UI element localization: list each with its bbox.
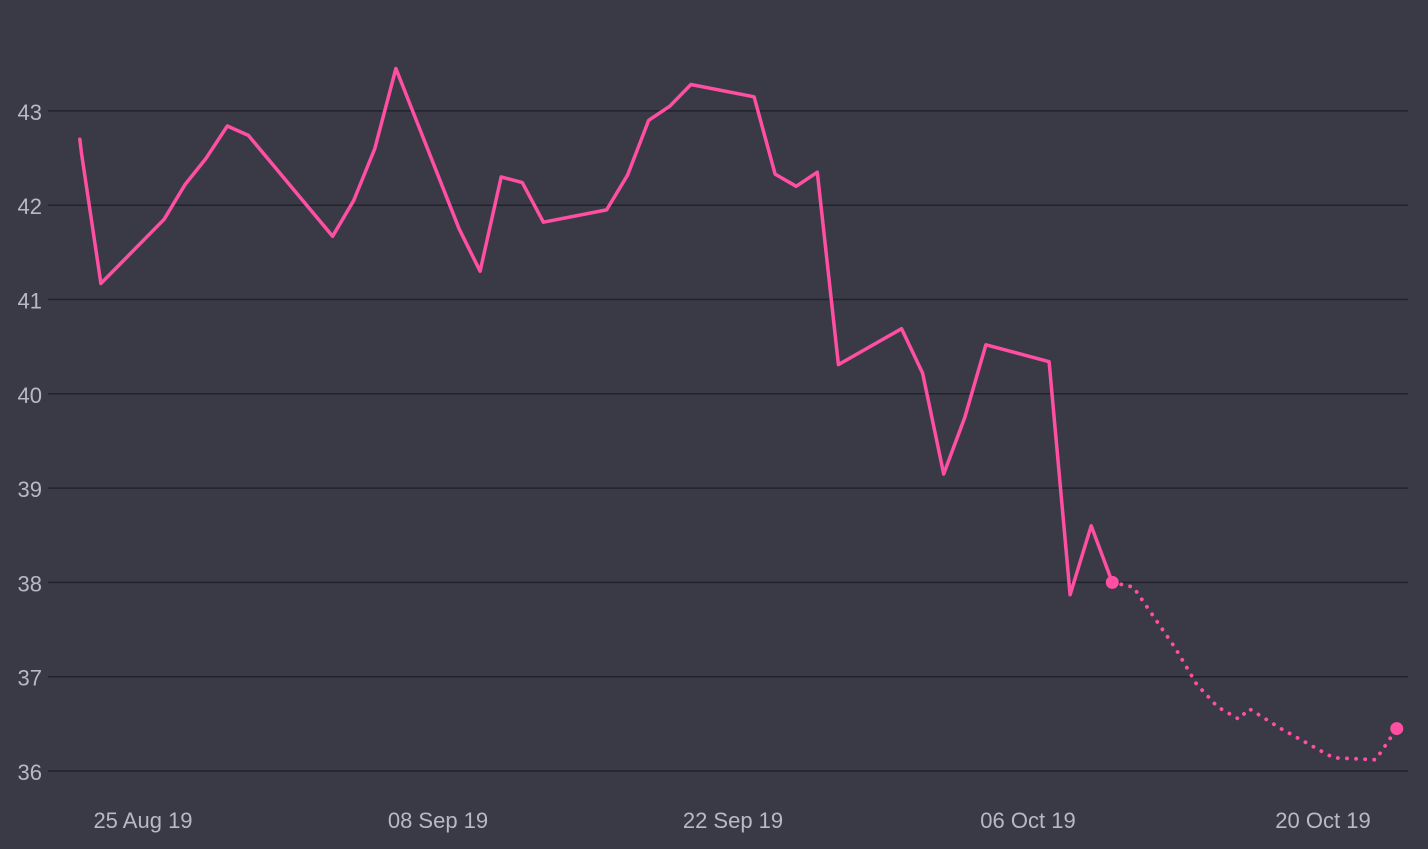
x-tick-label-1: 08 Sep 19 xyxy=(388,808,488,833)
series-line-solid xyxy=(78,66,1115,597)
gridlines xyxy=(48,110,1408,772)
x-tick-label-3: 06 Oct 19 xyxy=(980,808,1075,833)
y-tick-label-39: 39 xyxy=(18,477,42,502)
series-line-dotted xyxy=(1110,580,1399,762)
x-axis-ticks: 25 Aug 19 08 Sep 19 22 Sep 19 06 Oct 19 20 O… xyxy=(93,808,1370,833)
x-tick-label-0: 25 Aug 19 xyxy=(93,808,192,833)
y-tick-label-37: 37 xyxy=(18,666,42,691)
marker-point-0 xyxy=(1105,575,1119,589)
marker-point-1 xyxy=(1390,722,1404,736)
y-tick-label-36: 36 xyxy=(18,760,42,785)
x-tick-label-2: 22 Sep 19 xyxy=(683,808,783,833)
y-tick-label-38: 38 xyxy=(18,571,42,596)
series-markers xyxy=(1105,575,1404,736)
y-tick-label-41: 41 xyxy=(18,289,42,314)
y-tick-label-43: 43 xyxy=(18,100,42,125)
y-tick-label-40: 40 xyxy=(18,383,42,408)
series-lines xyxy=(78,66,1399,762)
y-axis-ticks: 36 37 38 39 40 41 42 43 xyxy=(18,100,42,785)
x-tick-label-4: 20 Oct 19 xyxy=(1275,808,1370,833)
y-tick-label-42: 42 xyxy=(18,194,42,219)
